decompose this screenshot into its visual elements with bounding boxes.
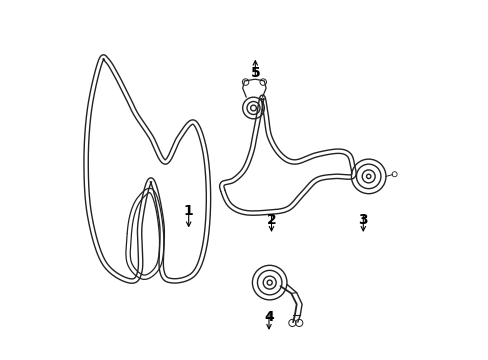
Text: 5: 5 (250, 66, 260, 80)
Text: 1: 1 (183, 204, 193, 217)
Text: 2: 2 (266, 213, 276, 226)
Text: 4: 4 (264, 310, 273, 324)
Text: 3: 3 (358, 213, 367, 226)
